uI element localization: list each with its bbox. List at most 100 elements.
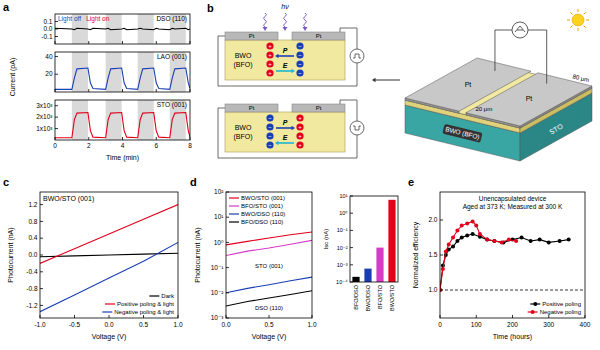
meter xyxy=(350,49,364,63)
series-line xyxy=(226,277,312,293)
legend-label: BFO/DSO (110) xyxy=(241,219,283,225)
series-line xyxy=(440,234,569,290)
sun-ray xyxy=(578,28,579,31)
y-tick xyxy=(440,290,443,291)
y-tick-label: 10⁻² xyxy=(337,245,348,251)
y-tick xyxy=(55,29,58,30)
arrow-head xyxy=(291,69,295,73)
x-tick xyxy=(512,315,513,318)
charge xyxy=(296,114,303,121)
x-tick-label: 0 xyxy=(53,142,57,149)
charge-sign: + xyxy=(298,115,302,121)
zoom-arrow xyxy=(375,80,400,81)
panel-letter: b xyxy=(207,2,214,14)
legend-swatch xyxy=(105,303,115,304)
data-point xyxy=(474,224,478,228)
charge-sign: − xyxy=(298,52,302,58)
charge-sign: − xyxy=(298,70,302,76)
annotation: Light on xyxy=(86,15,110,23)
field-arrow xyxy=(276,70,293,72)
subtitle: Aged at 373 K; Measured at 300 K xyxy=(463,203,563,211)
y-tick-label: 20 xyxy=(45,70,53,77)
charge xyxy=(296,141,303,148)
y-tick xyxy=(226,217,229,218)
charge-sign: + xyxy=(268,70,272,76)
x-tick xyxy=(74,315,75,318)
charge-sign: − xyxy=(268,142,272,148)
light-ray xyxy=(284,13,287,27)
electrode-top xyxy=(466,73,592,126)
series-group xyxy=(440,219,585,292)
y-tick-label: 10¹ xyxy=(214,213,224,220)
sun-ray xyxy=(570,26,572,28)
x-tick xyxy=(55,41,56,44)
y-tick xyxy=(40,271,43,272)
plot-frame xyxy=(40,192,178,318)
charge xyxy=(296,123,303,130)
y-tick-label: -0.4 xyxy=(26,268,38,275)
legend-label: BWO/STO (001) xyxy=(241,195,285,201)
x-tick xyxy=(476,315,477,318)
x-tick xyxy=(190,89,191,92)
y-tick-label: 10⁰ xyxy=(214,239,224,246)
x-tick-label: BWO/STO xyxy=(389,284,395,311)
y-tick xyxy=(40,221,43,222)
legend-label: BFO/STO (001) xyxy=(241,203,283,209)
series-line xyxy=(40,242,178,311)
y-tick-label: 2.0 xyxy=(428,216,437,223)
x-tick xyxy=(122,89,123,92)
data-point xyxy=(520,236,524,240)
bar xyxy=(376,248,383,282)
legend-label: BWO/DSO (110) xyxy=(241,211,285,217)
x-tick xyxy=(190,137,191,140)
x-axis-title: Time (min) xyxy=(106,154,139,162)
y-tick xyxy=(55,128,58,129)
x-tick-label: 0.5 xyxy=(264,321,273,328)
data-point xyxy=(547,240,551,244)
y-tick-label: 1.5 xyxy=(428,251,437,258)
data-point xyxy=(460,224,464,228)
series-line xyxy=(55,113,190,138)
y-tick xyxy=(350,282,353,283)
series-line xyxy=(55,28,190,30)
y-tick-label: 0.4 xyxy=(28,234,37,241)
x-tick xyxy=(269,315,270,318)
ammeter xyxy=(512,22,528,38)
electrode-label: Pt xyxy=(526,95,533,102)
y-tick-label: 3x10³ xyxy=(36,102,53,109)
electrode xyxy=(292,104,345,112)
x-tick-label: 0.5 xyxy=(139,321,148,328)
y-tick-label: 0.1 xyxy=(43,18,52,25)
charge-sign: − xyxy=(298,43,302,49)
charge-sign: − xyxy=(268,115,272,121)
polarization-arrow xyxy=(277,55,294,57)
subplot-title: LAO (001) xyxy=(157,53,187,61)
y-tick-label: 10⁻¹ xyxy=(337,227,348,233)
x-tick xyxy=(548,315,549,318)
y-tick xyxy=(350,213,353,214)
x-axis-title: Voltage (V) xyxy=(252,333,287,341)
x-tick xyxy=(122,137,123,140)
data-point xyxy=(447,243,451,247)
data-point xyxy=(451,236,455,240)
data-point xyxy=(558,239,562,243)
meter-glyph xyxy=(353,126,361,130)
sun-ray xyxy=(567,20,570,21)
length-label: 80 μm xyxy=(572,73,590,83)
sun-ray xyxy=(578,9,579,12)
plot-frame xyxy=(55,100,190,140)
y-axis-title: Normalized efficiency xyxy=(412,221,420,288)
field-arrow xyxy=(277,142,294,144)
charge-sign: + xyxy=(298,124,302,130)
x-tick-label: BFO/DSO xyxy=(353,284,359,309)
polarization-label: P xyxy=(283,119,288,126)
y-tick xyxy=(40,238,43,239)
y-tick-label: 1x10³ xyxy=(36,125,53,132)
field-label: E xyxy=(283,62,288,69)
x-axis-title: Voltage (V) xyxy=(92,333,127,341)
charge-sign: + xyxy=(268,61,272,67)
plot-background xyxy=(55,52,190,92)
plot-frame xyxy=(55,52,190,92)
y-tick xyxy=(226,242,229,243)
data-point xyxy=(500,240,504,244)
